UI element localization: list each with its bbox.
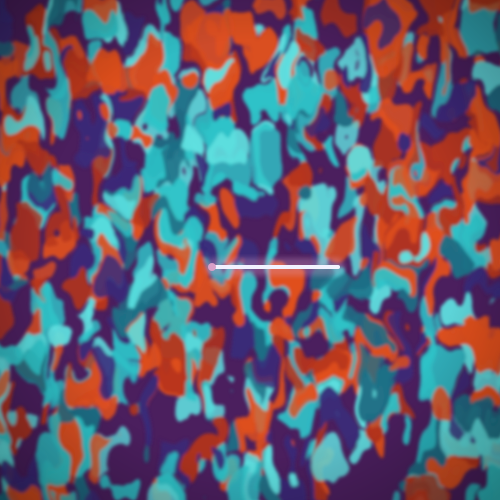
vignette-overlay [0, 0, 500, 500]
abstract-artwork [0, 0, 500, 500]
abstract-artwork-canvas [0, 0, 500, 500]
